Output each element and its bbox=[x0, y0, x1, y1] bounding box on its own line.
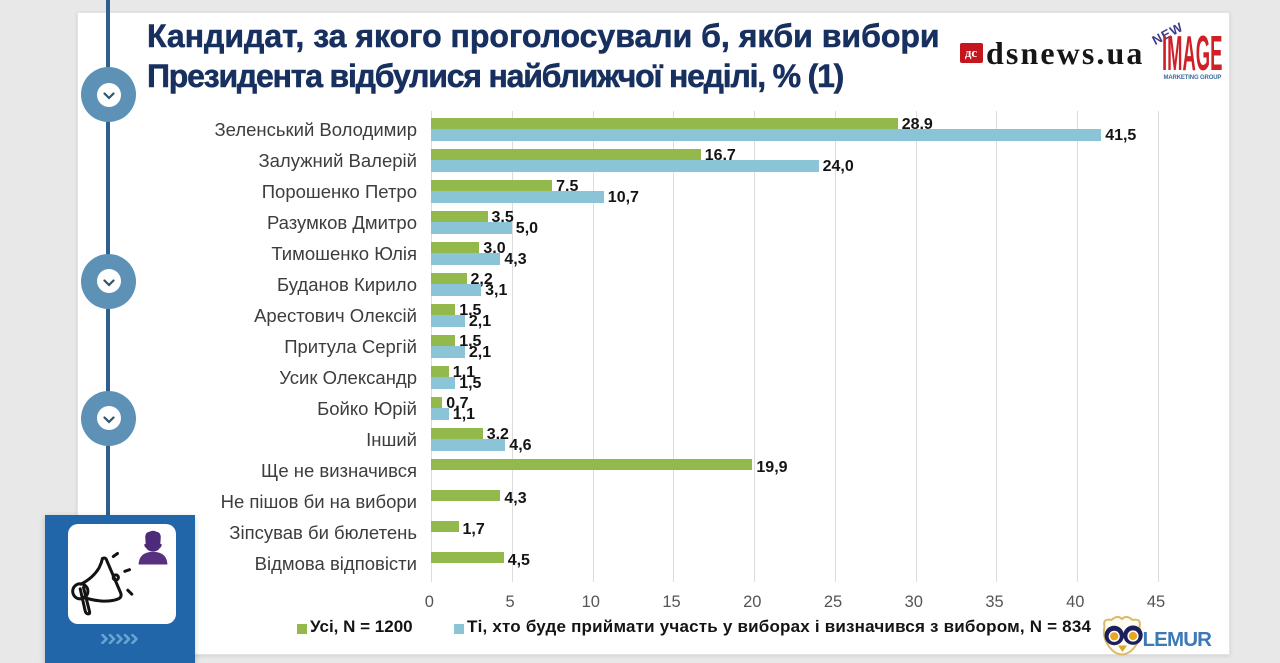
svg-text:LEMUR: LEMUR bbox=[1143, 628, 1213, 651]
